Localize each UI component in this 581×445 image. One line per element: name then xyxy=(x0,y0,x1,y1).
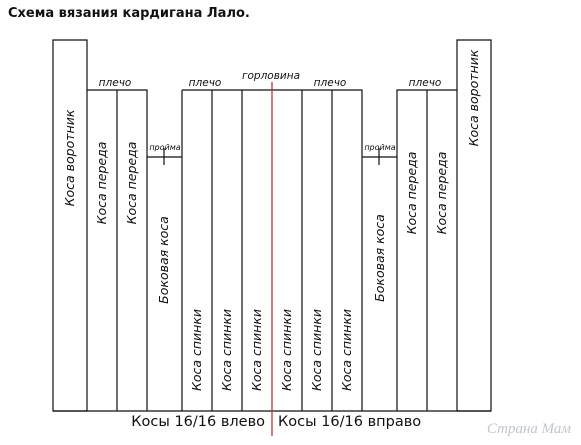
right-front-outline xyxy=(396,89,457,411)
neckline-label: горловина xyxy=(242,70,300,82)
left-front-outline xyxy=(87,89,148,411)
side-label-right: Боковая коса xyxy=(372,214,387,302)
collar-label-left: Коса воротник xyxy=(62,109,77,206)
front-label-4: Коса переда xyxy=(434,152,449,235)
back-label-3: Коса спинки xyxy=(249,309,264,391)
armhole-label-right: пройма xyxy=(364,143,395,152)
side-label-left: Боковая коса xyxy=(156,216,171,304)
front-label-1: Коса переда xyxy=(94,142,109,225)
back-label-1: Коса спинки xyxy=(189,309,204,391)
shoulder-label-left: плечо xyxy=(99,77,132,89)
watermark: Страна Мам xyxy=(486,421,571,437)
diagram-title: Схема вязания кардигана Лало. xyxy=(8,6,250,21)
back-label-6: Коса спинки xyxy=(339,309,354,391)
shoulder-label-right: плечо xyxy=(409,77,442,89)
collar-label-right: Коса воротник xyxy=(466,49,481,146)
back-label-2: Коса спинки xyxy=(219,309,234,391)
footer-left-label: Косы 16/16 влево xyxy=(131,414,265,430)
back-label-4: Коса спинки xyxy=(279,309,294,391)
left-collar-column xyxy=(52,39,88,412)
footer-right-label: Косы 16/16 вправо xyxy=(278,414,422,430)
armhole-label-left: пройма xyxy=(149,143,180,152)
back-label-5: Коса спинки xyxy=(309,309,324,391)
shoulder-label-back-right: плечо xyxy=(314,77,347,89)
front-label-2: Коса переда xyxy=(124,142,139,225)
shoulder-label-back-left: плечо xyxy=(189,77,222,89)
front-label-3: Коса переда xyxy=(404,152,419,235)
